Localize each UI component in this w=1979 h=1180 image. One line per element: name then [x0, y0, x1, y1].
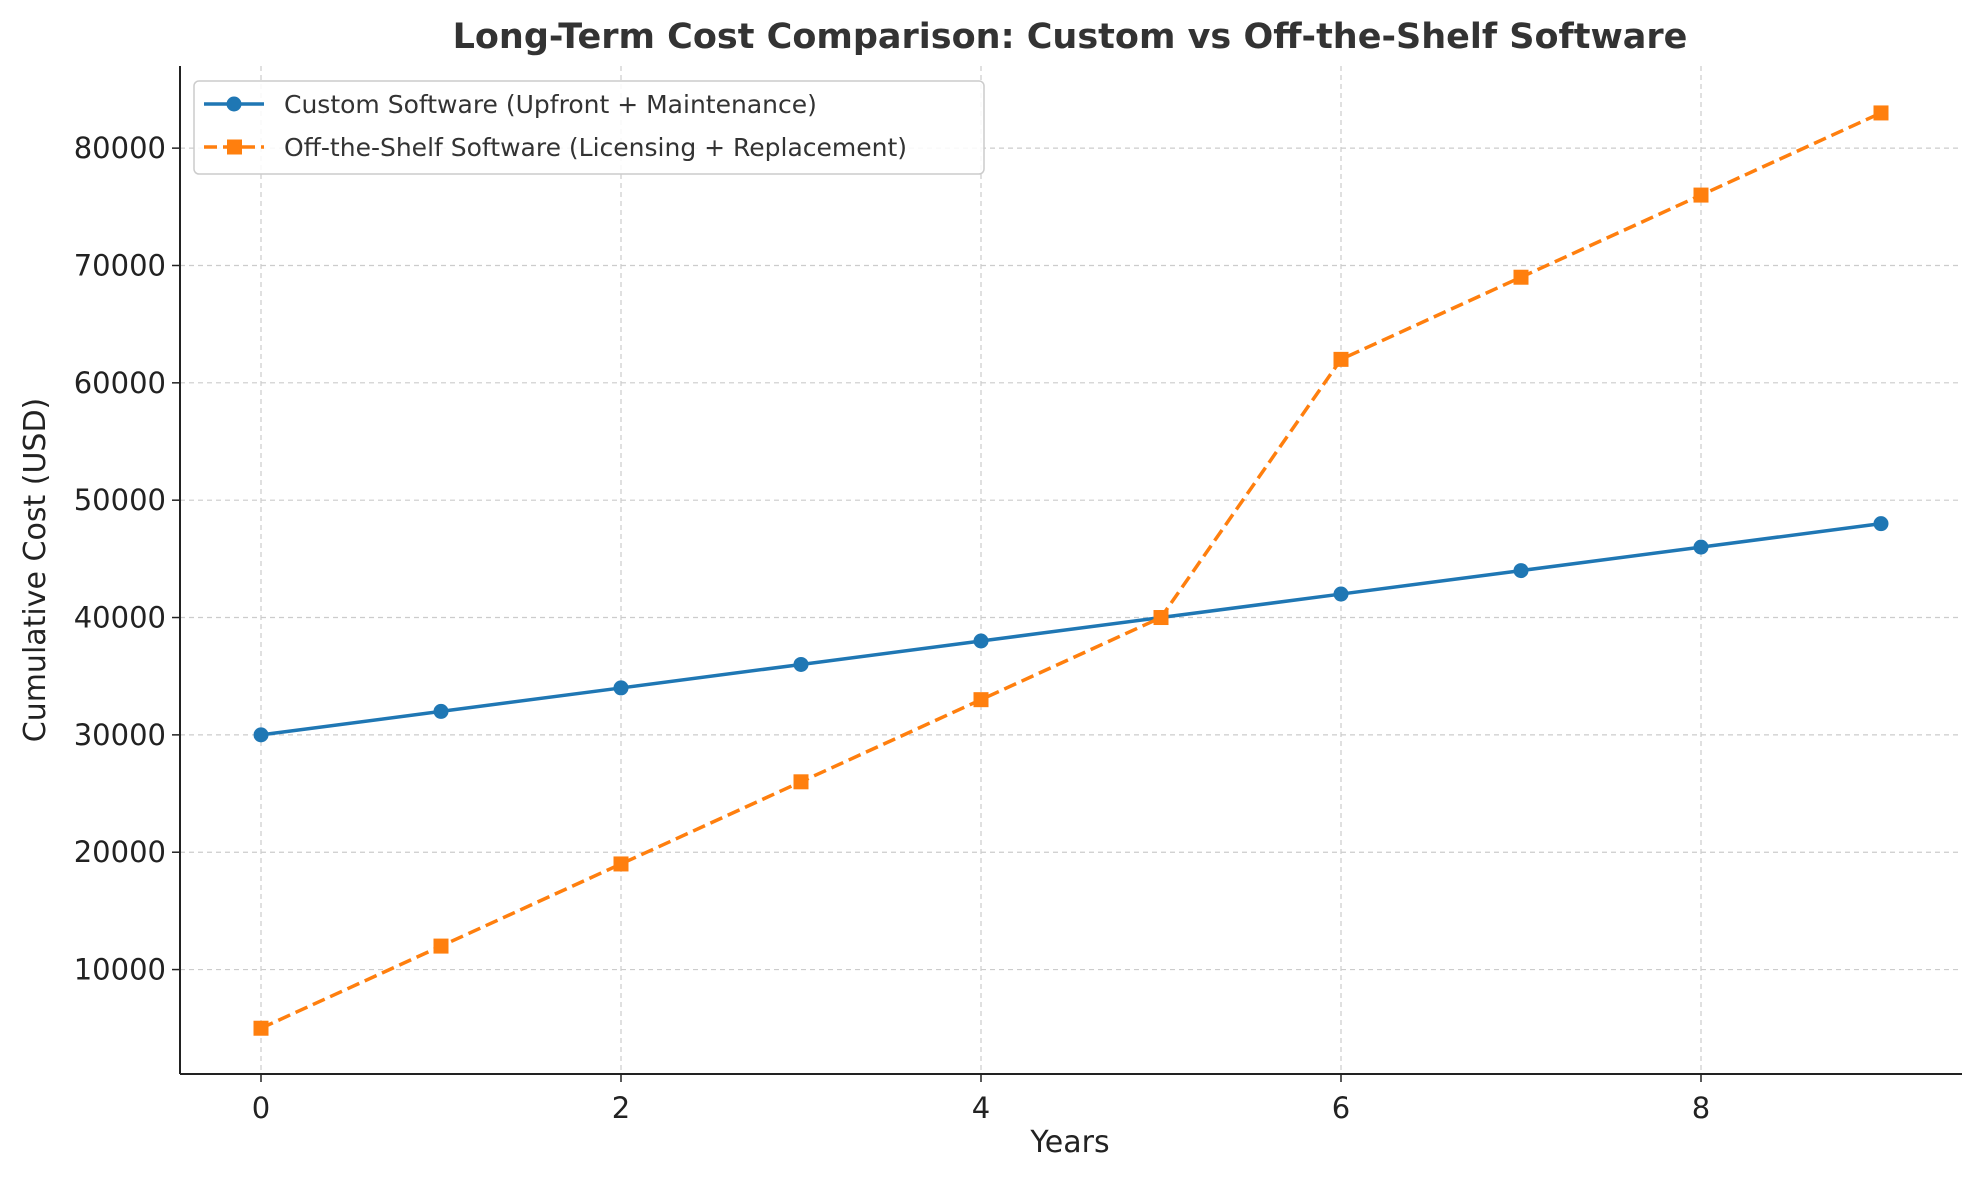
data-point [1153, 610, 1169, 626]
legend-marker [227, 139, 242, 155]
axes [172, 66, 1962, 1082]
data-point [1693, 539, 1709, 555]
x-tick-label: 0 [252, 1091, 270, 1125]
data-point [1333, 586, 1349, 602]
x-tick-label: 4 [972, 1091, 990, 1125]
y-tick-label: 20000 [74, 835, 166, 869]
legend-item: Custom Software (Upfront + Maintenance) [204, 90, 817, 119]
x-tick-label: 6 [1332, 1091, 1350, 1125]
y-tick-label: 10000 [74, 953, 166, 987]
y-tick-label: 40000 [74, 601, 166, 635]
y-tick-label: 50000 [74, 483, 166, 517]
y-tick-label: 30000 [74, 718, 166, 752]
tick-labels: 0 2 4 6 8 10000 20000 30000 40000 50000 60000 70000… [74, 131, 1710, 1125]
y-tick-label: 70000 [74, 248, 166, 282]
y-tick-label: 60000 [74, 366, 166, 400]
data-point [253, 1020, 269, 1036]
data-point [793, 774, 809, 790]
data-point [793, 656, 809, 672]
series-1 [253, 516, 1889, 743]
grid-lines [180, 66, 1962, 1074]
series-layer [253, 105, 1889, 1036]
data-point [433, 703, 449, 719]
data-point [1333, 351, 1349, 367]
legend-box [193, 80, 985, 175]
legend-label: Custom Software (Upfront + Maintenance) [284, 90, 817, 119]
y-axis-label: Cumulative Cost (USD) [18, 398, 53, 743]
data-point [1513, 563, 1529, 579]
data-point [613, 856, 629, 872]
legend-label: Off-the-Shelf Software (Licensing + Repl… [284, 133, 907, 162]
legend-marker [226, 96, 242, 112]
data-point [973, 633, 989, 649]
data-point [433, 938, 449, 954]
data-point [973, 692, 989, 708]
data-point [1513, 269, 1529, 285]
data-point [1873, 516, 1889, 532]
x-tick-label: 2 [612, 1091, 630, 1125]
y-tick-label: 80000 [74, 131, 166, 165]
series-line [260, 111, 1882, 1030]
x-tick-label: 8 [1692, 1091, 1710, 1125]
series-line [260, 521, 1882, 737]
data-point [253, 727, 269, 743]
legend: Custom Software (Upfront + Maintenance) O… [193, 80, 985, 175]
data-point [613, 680, 629, 696]
legend-item: Off-the-Shelf Software (Licensing + Repl… [204, 133, 907, 162]
x-axis-label: Years [1029, 1125, 1109, 1160]
data-point [1873, 105, 1889, 121]
data-point [1693, 187, 1709, 203]
series-2 [253, 105, 1889, 1036]
chart-title: Long-Term Cost Comparison: Custom vs Off… [453, 17, 1688, 57]
